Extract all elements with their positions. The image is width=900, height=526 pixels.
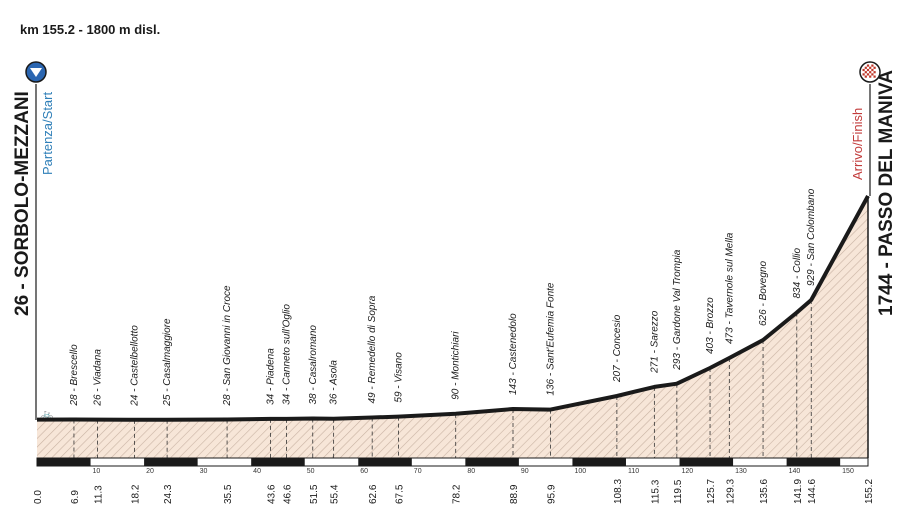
km-tick-label: 120 bbox=[682, 468, 694, 475]
waypoint-label: 293 - Gardone Val Trompia bbox=[672, 249, 683, 370]
waypoint-label: 24 - Castelbellotto bbox=[129, 325, 140, 407]
waypoint-label: 834 - Collio bbox=[792, 247, 803, 298]
km-tick-label: 60 bbox=[360, 468, 368, 475]
waypoint-km-label: 155.2 bbox=[864, 479, 875, 504]
waypoint-labels: 28 - Brescello 26 - Viadana 24 - Castelbel… bbox=[69, 188, 817, 407]
waypoint-km-label: 67.5 bbox=[394, 484, 405, 504]
km-tick-label: 40 bbox=[253, 468, 261, 475]
waypoint-label: 25 - Casalmaggiore bbox=[162, 318, 173, 407]
waypoint-km-label: 0.0 bbox=[33, 490, 44, 504]
km-bar-segment bbox=[786, 458, 841, 466]
finish-tag: Arrivo/Finish bbox=[850, 108, 865, 180]
waypoint-km-label: 11.3 bbox=[94, 485, 105, 504]
km-tick-label: 130 bbox=[735, 468, 747, 475]
start-arrow-icon bbox=[30, 68, 42, 77]
stage-summary: km 155.2 - 1800 m disl. bbox=[20, 22, 160, 37]
waypoint-km-label: 95.9 bbox=[547, 484, 558, 504]
profile-line bbox=[36, 195, 870, 422]
waypoint-km-label: 24.3 bbox=[163, 484, 174, 504]
start-location: 26 - SORBOLO-MEZZANI bbox=[12, 91, 33, 316]
waypoint-label: 143 - Castenedolo bbox=[508, 313, 519, 395]
waypoint-km-label: 51.5 bbox=[309, 484, 320, 504]
waypoint-label: 929 - San Colombano bbox=[806, 188, 817, 286]
km-bar-segment bbox=[679, 458, 734, 466]
waypoint-label: 28 - Brescello bbox=[69, 344, 80, 407]
waypoint-km-label: 119.5 bbox=[673, 479, 684, 504]
waypoint-label: 28 - San Giovanni in Croce bbox=[222, 285, 233, 407]
waypoint-label: 136 - Sant'Eufemia Fonte bbox=[546, 282, 557, 396]
start-tag: Partenza/Start bbox=[40, 92, 55, 175]
waypoint-label: 59 - Visano bbox=[393, 352, 404, 403]
km-bar-segment bbox=[572, 458, 626, 466]
waypoint-km-label: 115.3 bbox=[650, 479, 661, 504]
waypoint-label: 403 - Brozzo bbox=[705, 297, 716, 354]
waypoint-label: 34 - Piadena bbox=[266, 348, 277, 405]
waypoint-label: 626 - Bovegno bbox=[758, 261, 769, 326]
waypoint-label: 207 - Concesio bbox=[612, 314, 623, 383]
km-tick-label: 90 bbox=[521, 468, 529, 475]
waypoint-km-label: 55.4 bbox=[330, 484, 341, 504]
km-tick-label: 150 bbox=[842, 468, 854, 475]
km-tick-label: 80 bbox=[467, 468, 475, 475]
km-bar-segment bbox=[465, 458, 519, 466]
waypoint-label: 34 - Canneto sull'Oglio bbox=[282, 304, 293, 405]
km-tick-label: 140 bbox=[789, 468, 801, 475]
waypoint-km-label: 141.9 bbox=[793, 479, 804, 504]
waypoint-label: 38 - Casalromano bbox=[308, 325, 319, 405]
waypoint-km-label: 6.9 bbox=[70, 490, 81, 504]
waypoint-label: 473 - Tavernole sul Mella bbox=[724, 232, 735, 344]
km-bar-segment bbox=[37, 458, 91, 466]
km-tick-label: 30 bbox=[200, 468, 208, 475]
waypoint-label: 90 - Montichiari bbox=[451, 331, 462, 400]
km-tick-label: 10 bbox=[93, 468, 101, 475]
km-bar-segment bbox=[358, 458, 412, 466]
waypoint-km-label: 108.3 bbox=[613, 479, 624, 504]
waypoint-label: 36 - Asola bbox=[329, 360, 340, 405]
finish-marker: 1744 - PASSO DEL MANIVA Arrivo/Finish bbox=[850, 61, 897, 316]
km-tick-label: 100 bbox=[574, 468, 586, 475]
km-tick-label: 20 bbox=[146, 468, 154, 475]
waypoint-km-label: 35.5 bbox=[223, 484, 234, 504]
waypoint-km-label: 135.6 bbox=[759, 479, 770, 504]
waypoint-km-label: 62.6 bbox=[368, 484, 379, 504]
km-bar-segment bbox=[251, 458, 305, 466]
finish-location: 1744 - PASSO DEL MANIVA bbox=[876, 70, 897, 316]
waypoint-km-label: 46.6 bbox=[283, 484, 294, 504]
km-tick-label: 50 bbox=[307, 468, 315, 475]
profile-area bbox=[37, 196, 868, 458]
waypoint-label: 271 - Sarezzo bbox=[649, 310, 660, 374]
waypoint-km-label: 78.2 bbox=[452, 484, 463, 504]
waypoint-km-label: 129.3 bbox=[725, 479, 736, 504]
waypoint-km-label: 144.6 bbox=[807, 479, 818, 504]
checkered-flag-icon bbox=[862, 64, 876, 78]
waypoint-label: 26 - Viadana bbox=[93, 349, 104, 407]
km-tick-label: 70 bbox=[414, 468, 422, 475]
waypoint-km-label: 43.6 bbox=[267, 484, 278, 504]
km-axis: 10 20 30 40 50 60 70 80 90 100 110 120 130 140 150 0.0 6… bbox=[33, 457, 875, 504]
start-marker: 26 - SORBOLO-MEZZANI Partenza/Start 🚲 bbox=[12, 61, 55, 421]
profile-layer bbox=[36, 195, 870, 458]
km-tick-label: 110 bbox=[628, 468, 639, 475]
waypoint-label: 49 - Remedello di Sopra bbox=[367, 295, 378, 403]
waypoint-km-label: 88.9 bbox=[509, 484, 520, 504]
waypoint-km-label: 18.2 bbox=[130, 484, 141, 504]
km-bar-segment bbox=[144, 458, 198, 466]
waypoint-km-label: 125.7 bbox=[706, 479, 717, 504]
